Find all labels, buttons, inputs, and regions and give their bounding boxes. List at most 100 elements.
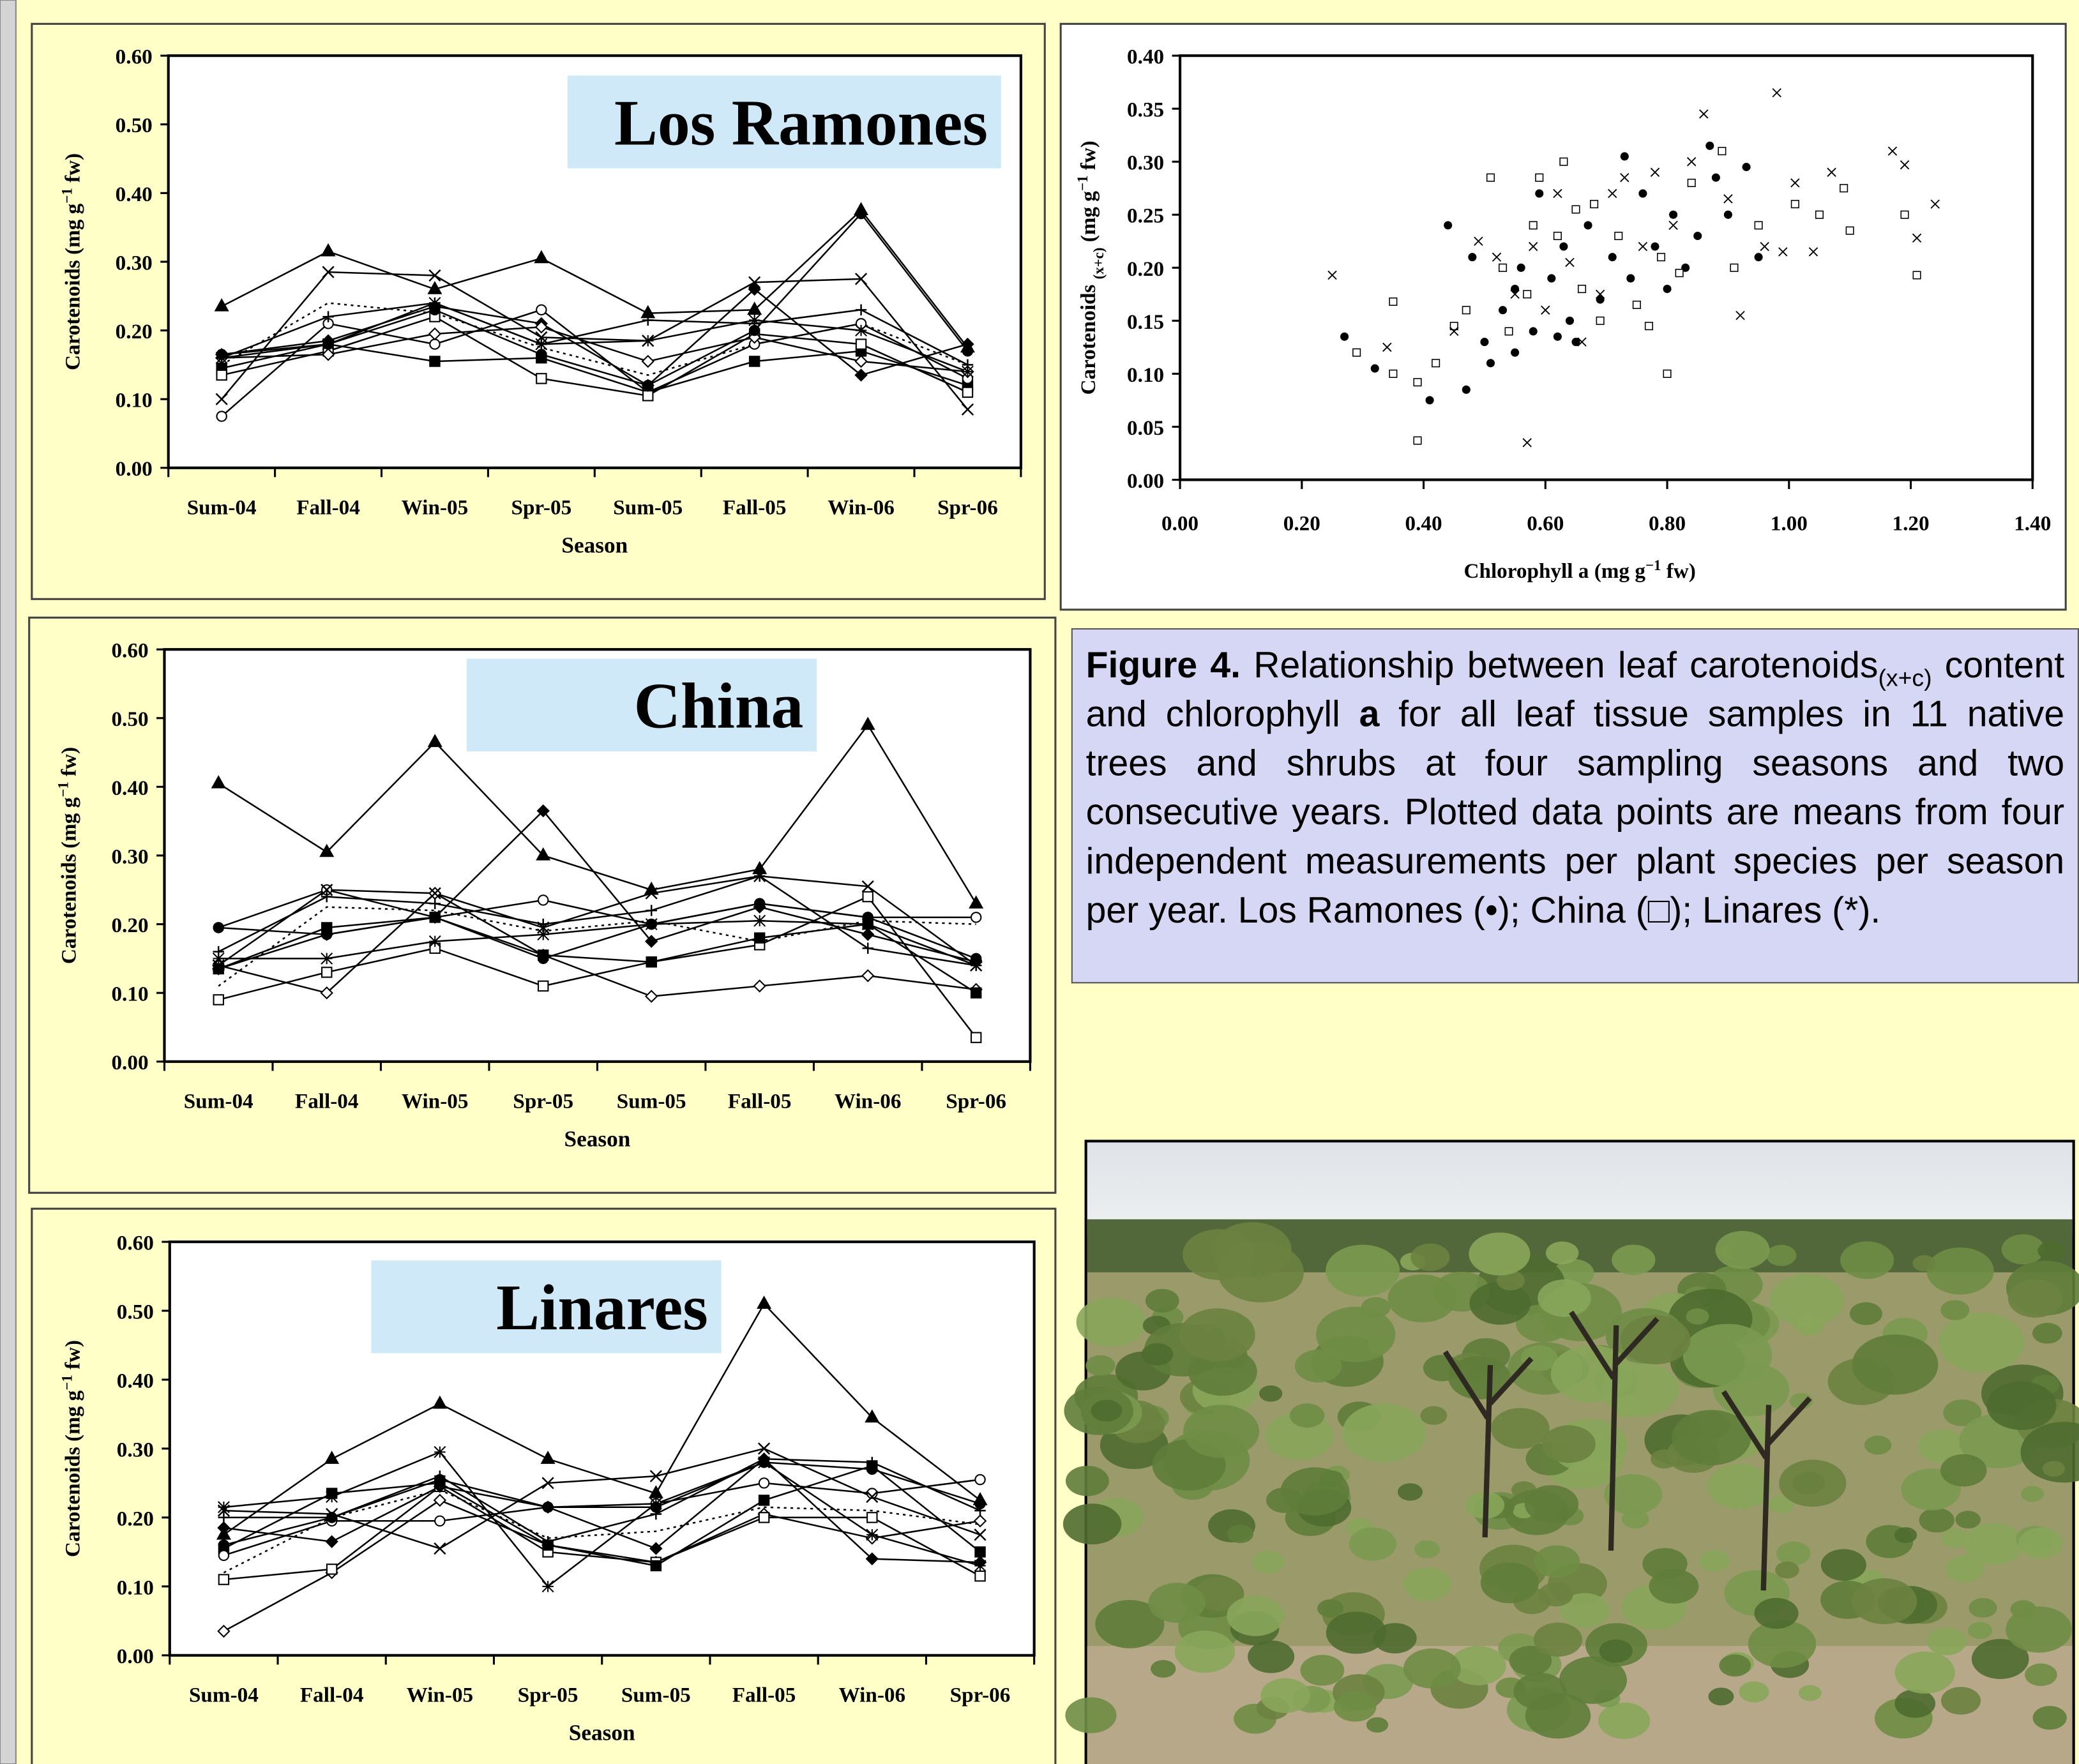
y-tick-label: 0.10 <box>117 1576 154 1599</box>
y-tick-label: 0.10 <box>1127 363 1164 387</box>
marker <box>1633 301 1641 309</box>
x-tick-label: Spr-06 <box>950 1683 1011 1707</box>
x-tick-label: 0.00 <box>1161 511 1198 535</box>
marker <box>1639 190 1647 197</box>
marker <box>435 1516 444 1526</box>
bush <box>1290 1403 1324 1428</box>
bush <box>1941 1687 1981 1714</box>
marker <box>1536 174 1543 181</box>
bush <box>1148 1583 1205 1623</box>
bush <box>1599 1640 1633 1663</box>
marker <box>1481 338 1488 346</box>
y-axis-title-part: Carotenoids (mg g <box>57 797 80 964</box>
bush <box>1513 1673 1566 1710</box>
marker <box>1499 306 1507 314</box>
marker <box>1523 290 1531 298</box>
bush <box>1317 1599 1343 1618</box>
x-tick-label: Fall-05 <box>732 1683 796 1707</box>
marker <box>429 298 440 308</box>
marker <box>1730 264 1738 272</box>
bush <box>1525 1485 1578 1523</box>
x-axis-title: Season <box>569 1721 635 1745</box>
caption-bold: a <box>1359 693 1380 734</box>
y-axis-title-part: (mg g <box>1077 191 1100 248</box>
bush <box>1326 1611 1386 1654</box>
marker <box>322 930 331 939</box>
marker <box>975 1547 985 1557</box>
x-tick-label: Win-05 <box>402 495 469 519</box>
bush <box>1398 1483 1423 1500</box>
x-tick-label: 1.00 <box>1771 511 1808 535</box>
marker <box>1725 211 1732 219</box>
marker <box>1743 163 1750 171</box>
marker <box>216 352 227 363</box>
bush <box>1151 1660 1176 1678</box>
bush <box>1927 1627 1967 1655</box>
x-tick-label: Sum-05 <box>613 495 683 519</box>
bush <box>1649 1569 1699 1603</box>
marker <box>975 1571 985 1581</box>
marker <box>963 388 972 397</box>
x-tick-label: Sum-04 <box>187 495 257 519</box>
chart-title: China <box>634 670 804 743</box>
marker <box>1755 253 1762 261</box>
x-tick-label: Sum-04 <box>184 1089 253 1113</box>
y-tick-label: 0.50 <box>116 114 153 137</box>
bush <box>1414 1541 1440 1558</box>
bush <box>1546 1241 1578 1264</box>
page: {"chart_data": [ {"type": "line", "title… <box>0 0 2079 1764</box>
marker <box>1792 200 1799 208</box>
x-axis-title: Season <box>561 533 628 558</box>
marker <box>1511 349 1519 356</box>
bush <box>1551 1345 1633 1403</box>
side-strip <box>0 0 16 1764</box>
bush <box>2021 1486 2044 1502</box>
bush <box>1227 1525 1253 1543</box>
x-tick-label: Spr-06 <box>946 1089 1006 1113</box>
bush <box>1612 1245 1655 1276</box>
marker <box>1584 222 1592 229</box>
marker <box>214 923 223 932</box>
bush <box>2018 1528 2062 1559</box>
marker <box>862 919 873 930</box>
bush <box>1987 1382 2057 1430</box>
y-axis-title-part: fw) <box>57 747 80 781</box>
y-tick-label: 0.60 <box>116 45 153 69</box>
marker <box>971 988 981 998</box>
y-axis-title-part: fw) <box>61 1340 85 1375</box>
marker <box>759 1495 769 1505</box>
bush <box>1683 1324 1773 1387</box>
bush <box>1077 1298 1147 1347</box>
bush <box>1700 1550 1730 1572</box>
bush <box>1939 1313 2024 1373</box>
marker <box>430 912 440 922</box>
bush <box>1708 1687 1734 1705</box>
x-axis-title-part: fw) <box>1661 559 1695 583</box>
marker <box>754 915 765 926</box>
marker <box>643 381 653 390</box>
bush <box>1179 1308 1255 1361</box>
marker <box>1372 365 1379 372</box>
bush <box>1403 1567 1451 1601</box>
y-tick-label: 0.40 <box>1127 45 1164 69</box>
marker <box>856 209 866 218</box>
bush <box>1065 1698 1116 1733</box>
bush <box>1941 1528 1969 1548</box>
marker <box>1675 269 1683 277</box>
y-axis-title-part: Carotenoids <box>1077 279 1100 395</box>
bush <box>1775 1562 1799 1578</box>
marker <box>866 1529 877 1540</box>
bush <box>1840 1241 1894 1279</box>
y-tick-label: 0.00 <box>111 1051 148 1074</box>
y-tick-label: 0.40 <box>117 1369 154 1392</box>
y-tick-label: 0.50 <box>111 707 148 731</box>
bush <box>1707 1464 1772 1509</box>
bush <box>1183 1229 1255 1280</box>
marker <box>643 391 653 400</box>
bush <box>1769 1274 1844 1327</box>
x-tick-label: 1.40 <box>2014 511 2051 535</box>
y-tick-label: 0.35 <box>1127 98 1164 122</box>
marker <box>1414 437 1421 444</box>
marker <box>1560 243 1568 250</box>
bush <box>2008 1279 2063 1318</box>
